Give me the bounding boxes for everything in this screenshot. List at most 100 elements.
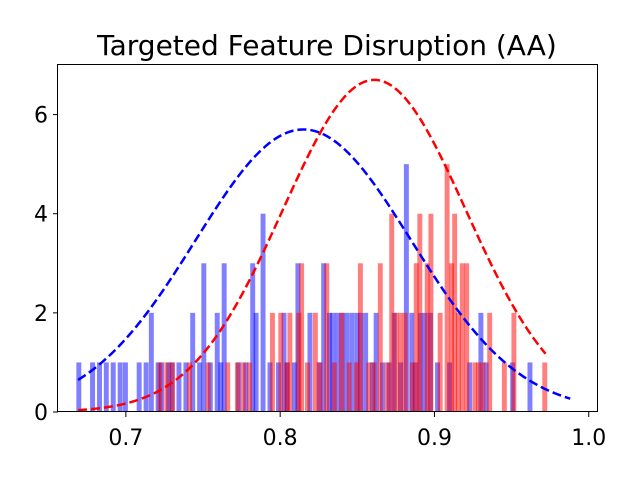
density-curve-1	[77, 128, 571, 400]
histogram-bar	[501, 362, 507, 412]
histogram-bar	[339, 312, 345, 412]
histogram-bar	[157, 362, 163, 412]
histogram-series-2	[157, 164, 548, 412]
histogram-bar	[240, 362, 246, 412]
histogram-bar	[307, 312, 313, 412]
histogram-bar	[331, 362, 337, 412]
y-tick-label: 6	[34, 104, 48, 129]
histogram-bar	[225, 362, 231, 412]
histogram-bar	[409, 362, 415, 412]
histogram-bar	[384, 362, 390, 412]
histogram-bar	[476, 362, 482, 412]
histogram-bar	[321, 263, 327, 412]
histogram-bar	[324, 263, 330, 412]
histogram-bar	[190, 312, 196, 412]
histogram-bar	[346, 362, 352, 412]
histogram-bar	[459, 263, 465, 412]
histogram-bar	[312, 312, 318, 412]
x-tick-label: 0.9	[417, 426, 452, 451]
histogram-bar	[201, 263, 207, 412]
histogram-bar	[354, 362, 360, 412]
y-tick-label: 2	[34, 302, 48, 327]
histogram-bar	[393, 312, 399, 412]
histogram-bar	[366, 362, 372, 412]
histogram-bar	[281, 312, 287, 412]
histogram-bar	[326, 312, 332, 412]
histogram-bar	[464, 263, 470, 412]
y-axis: 0 2 4 6	[34, 104, 58, 426]
histogram-bar	[287, 312, 293, 412]
histogram-bar	[170, 362, 175, 412]
histogram-bar	[117, 362, 123, 412]
histogram-bar	[389, 213, 395, 412]
histogram-bar	[371, 362, 377, 412]
histogram-bar	[483, 362, 489, 412]
histogram-bar	[467, 362, 473, 412]
histogram-bar	[122, 362, 128, 412]
histogram-bar	[234, 362, 240, 412]
histogram-bar	[428, 213, 434, 412]
y-tick-label: 0	[34, 401, 48, 426]
histogram-bar	[402, 312, 408, 412]
x-tick-label: 0.7	[108, 426, 143, 451]
histogram-bar	[334, 312, 340, 412]
histogram-bar	[247, 362, 253, 412]
bars-layer	[76, 164, 548, 412]
histogram-bar	[403, 164, 409, 412]
histogram-bar	[267, 362, 273, 412]
y-tick-label: 4	[34, 203, 48, 228]
histogram-bar	[183, 362, 189, 412]
histogram-bar	[424, 263, 430, 412]
histogram-bar	[417, 213, 423, 412]
histogram-bar	[487, 312, 493, 412]
histogram-bar	[317, 362, 323, 412]
histogram-bar	[455, 312, 461, 412]
histogram-bar	[349, 312, 355, 412]
x-axis: 0.7 0.8 0.9 1.0	[108, 412, 606, 451]
plot-frame	[57, 64, 598, 412]
histogram-bar	[480, 362, 486, 412]
histogram-bar	[76, 362, 82, 412]
histogram-bar	[452, 213, 458, 412]
x-tick-label: 1.0	[571, 426, 606, 451]
histogram-bar	[187, 362, 193, 412]
histogram-bar	[221, 263, 227, 412]
histogram-bar	[449, 263, 455, 412]
chart-title: Targeted Feature Disruption (AA)	[96, 29, 557, 62]
histogram-bar	[205, 362, 211, 412]
histogram-bar	[291, 362, 297, 412]
plot-area	[76, 78, 571, 412]
histogram-bar	[435, 362, 441, 412]
histogram-bar	[413, 263, 419, 412]
histogram-bar	[527, 362, 533, 412]
histogram-bar	[176, 362, 182, 412]
histogram-bar	[437, 312, 443, 412]
histogram-bar	[143, 362, 149, 412]
histogram-bar	[136, 362, 142, 412]
histogram-bar	[103, 362, 109, 412]
histogram-bar	[260, 213, 266, 412]
curves-layer	[77, 78, 571, 412]
histogram-bar	[197, 362, 203, 412]
histogram-bar	[278, 312, 284, 412]
histogram-bar	[218, 362, 224, 412]
density-curve-2	[77, 78, 547, 412]
histogram-bar	[97, 362, 102, 412]
histogram-bar	[444, 164, 450, 412]
histogram-bar	[90, 362, 96, 412]
histogram-bar	[148, 312, 154, 412]
histogram-bar	[357, 263, 363, 412]
histogram-bar	[284, 362, 290, 412]
histogram-bar	[110, 362, 116, 412]
x-tick-label: 0.8	[263, 426, 298, 451]
histogram-bar	[269, 312, 275, 412]
histogram-bar	[363, 312, 369, 412]
histogram-bar	[214, 312, 220, 412]
histogram-bar	[377, 263, 383, 412]
histogram-bar	[472, 362, 478, 412]
histogram-bar	[511, 312, 517, 412]
histogram-bar	[296, 312, 302, 412]
histogram-bar	[305, 362, 310, 412]
histogram-bar	[250, 263, 256, 412]
